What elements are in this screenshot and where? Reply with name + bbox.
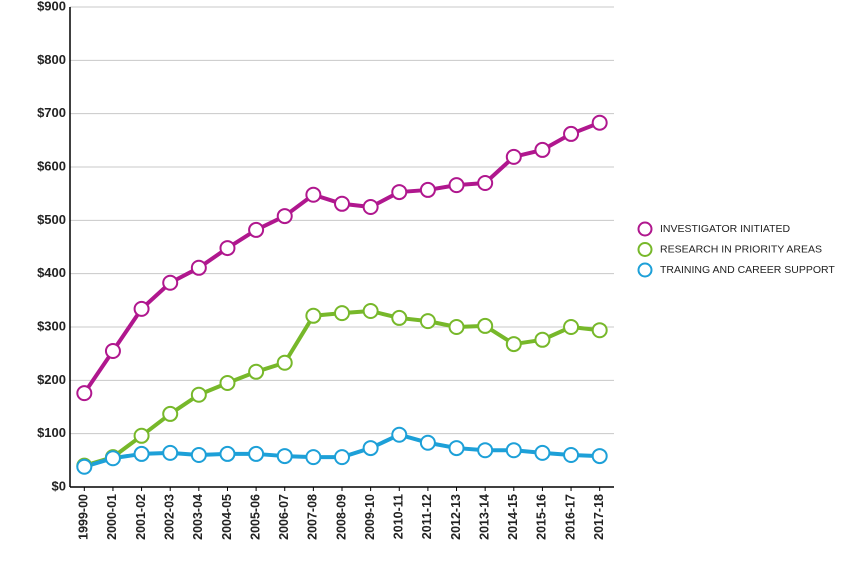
point (133, 427, 150, 444)
point (534, 141, 551, 158)
x-tick-label: 2003-04 (191, 494, 205, 540)
point (419, 313, 436, 330)
point (162, 444, 179, 461)
x-tick-label: 2009-10 (363, 494, 377, 540)
point (133, 300, 150, 317)
point (76, 385, 93, 402)
y-tick-label: $900 (37, 0, 66, 13)
point (248, 363, 265, 380)
series-line (83, 309, 600, 468)
point (391, 426, 408, 443)
y-tick-label: $800 (37, 52, 66, 67)
y-tick-label: $300 (37, 318, 66, 333)
point (448, 440, 465, 457)
point (477, 442, 494, 459)
legend-marker (637, 242, 653, 257)
point (162, 405, 179, 422)
y-tick-label: $500 (37, 212, 66, 227)
point (219, 445, 236, 462)
x-tick-label: 2015-16 (535, 494, 549, 540)
x-tick-label: 2004-05 (220, 494, 234, 540)
legend-label: INVESTIGATOR INITIATED (660, 223, 791, 235)
point (190, 447, 207, 463)
point (276, 354, 293, 371)
point (362, 303, 379, 319)
point (133, 445, 150, 462)
point (76, 458, 93, 475)
x-tick-label: 2011-12 (420, 494, 434, 539)
y-tick-label: $400 (37, 265, 66, 280)
point (162, 274, 179, 291)
point (190, 386, 207, 403)
point (334, 305, 350, 322)
legend-label: TRAINING AND CAREER SUPPORT (660, 264, 835, 276)
point (505, 148, 522, 165)
point (591, 448, 608, 465)
legend-label: RESEARCH IN PRIORITY AREAS (660, 243, 822, 255)
y-tick-label: $600 (37, 158, 66, 173)
point (362, 440, 379, 457)
point (305, 186, 322, 203)
series-line (82, 120, 601, 395)
point (534, 444, 551, 461)
point (276, 208, 293, 225)
legend-marker (637, 262, 653, 278)
y-tick-label: $0 (52, 478, 66, 493)
point (591, 322, 608, 339)
point (104, 450, 121, 467)
point (477, 175, 494, 191)
point (305, 307, 322, 324)
point (219, 375, 236, 391)
point (419, 181, 436, 198)
point (591, 114, 608, 131)
point (190, 259, 207, 276)
point (391, 184, 408, 201)
x-tick-label: 2002-03 (163, 494, 177, 540)
point (248, 221, 265, 238)
x-tick-label: 2005-06 (248, 494, 262, 540)
y-tick-label: $200 (37, 372, 66, 387)
point (505, 442, 522, 459)
point (305, 449, 322, 466)
y-tick-label: $100 (37, 425, 66, 440)
point (334, 195, 350, 212)
x-tick-label: 2012-13 (449, 494, 463, 540)
x-tick-label: 2000-01 (105, 494, 119, 540)
x-tick-label: 2008-09 (334, 494, 348, 540)
point (563, 447, 580, 463)
point (448, 177, 465, 194)
x-tick-label: 2001-02 (134, 494, 148, 540)
x-tick-label: 2016-17 (563, 494, 577, 540)
x-tick-label: 2017-18 (592, 494, 606, 540)
x-tick-label: 2010-11 (392, 494, 406, 539)
x-tick-label: 2014-15 (506, 494, 520, 540)
point (219, 240, 236, 257)
legend-marker (637, 221, 653, 237)
x-tick-label: 2007-08 (306, 494, 320, 540)
point (276, 448, 293, 465)
x-tick-label: 1999-00 (77, 494, 91, 540)
point (248, 445, 265, 462)
x-tick-label: 2006-07 (277, 494, 291, 540)
point (419, 434, 436, 451)
point (563, 125, 580, 142)
x-tick-label: 2013-14 (477, 494, 491, 540)
point (391, 309, 408, 326)
point (563, 319, 580, 335)
point (362, 199, 379, 215)
point (477, 317, 494, 334)
y-tick-label: $700 (37, 105, 66, 120)
point (534, 331, 551, 348)
point (448, 319, 465, 335)
point (505, 336, 522, 353)
point (104, 343, 121, 359)
point (334, 449, 350, 466)
